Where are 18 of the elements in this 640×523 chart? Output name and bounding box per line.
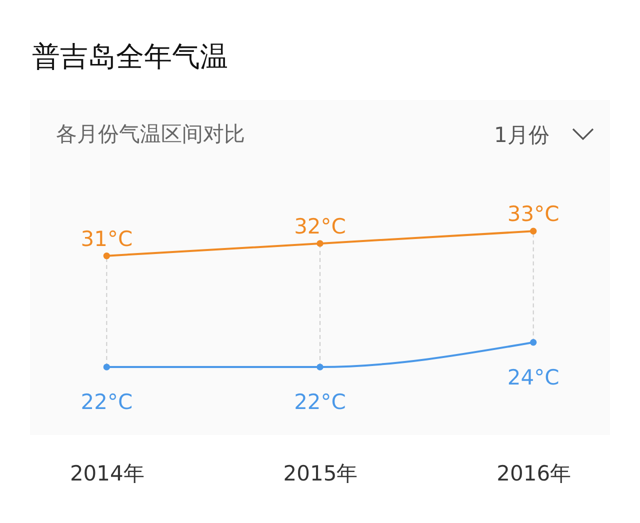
data-label: 32°C: [294, 214, 346, 239]
x-tick-label: 2014年: [70, 462, 144, 486]
x-tick-label: 2015年: [283, 462, 358, 486]
text: 1月份: [494, 122, 550, 149]
data-label: 24°C: [507, 365, 560, 390]
point: [530, 228, 537, 234]
chart-subtitle: 各月份气温区间对比: [56, 121, 245, 148]
point: [316, 240, 324, 247]
data-label: 22°C: [80, 390, 133, 414]
point: [103, 364, 110, 370]
point: [316, 364, 324, 370]
data-label: 33°C: [507, 202, 560, 226]
point: [103, 252, 110, 260]
x-tick-label: 2016年: [496, 462, 572, 486]
point: [530, 338, 537, 346]
data-label: 22°C: [294, 390, 346, 414]
chart-title: 普吉岛全年气温: [32, 39, 228, 75]
data-label: 31°C: [80, 226, 133, 251]
